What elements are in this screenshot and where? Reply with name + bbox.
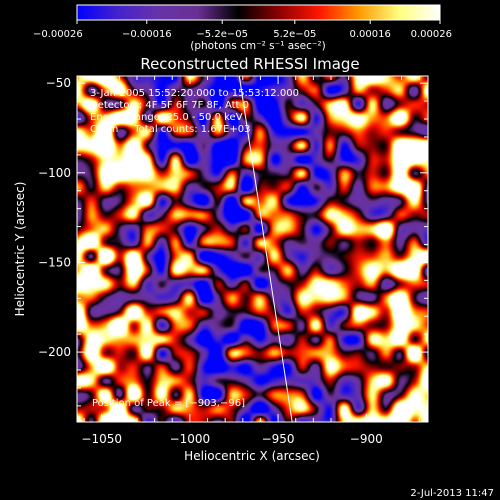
plot-area — [77, 76, 428, 422]
colorbar-tick-label: 0.00016 — [350, 29, 391, 40]
solar-limb-line — [238, 76, 293, 422]
chart-title: Reconstructed RHESSI Image — [140, 55, 359, 73]
x-axis-label: Heliocentric X (arcsec) — [184, 449, 320, 463]
annotation-counts: Clean Total counts: 1.67E+03 — [90, 124, 250, 135]
x-tick-label: −950 — [262, 432, 295, 446]
x-tick-label: −1000 — [170, 432, 211, 446]
heatmap-image — [77, 76, 428, 422]
x-tick-label: −900 — [350, 432, 383, 446]
colorbar-unit-label: (photons cm⁻² s⁻¹ asec⁻²) — [190, 40, 325, 52]
annotation-energy-range: Energy Range: 25.0 - 50.0 keV — [90, 112, 243, 123]
y-tick-label: −200 — [38, 345, 71, 359]
colorbar — [76, 4, 441, 21]
colorbar-tick-label: −5.2e−05 — [196, 29, 248, 40]
y-tick-label: −150 — [38, 255, 71, 269]
colorbar-tick-label: −0.00016 — [122, 29, 172, 40]
y-tick-label: −100 — [38, 166, 71, 180]
plot-frame — [76, 75, 429, 423]
annotation-time-range: 3-Jan-2005 15:52:20.000 to 15:53:12.000 — [90, 88, 299, 99]
colorbar-ticks: −0.00026 −0.00016 −5.2e−05 5.2e−05 0.00016 0.… — [33, 20, 452, 40]
colorbar-tick-label: −0.00026 — [33, 29, 83, 40]
colorbar-tick-label: 0.00026 — [411, 29, 452, 40]
y-axis-label: Heliocentric Y (arcsec) — [13, 182, 27, 317]
x-tick-label: −1050 — [81, 432, 122, 446]
y-tick-label: −50 — [46, 76, 71, 90]
colorbar-tick-label: 5.2e−05 — [273, 29, 316, 40]
annotation-detectors: Detectors: 4F 5F 6F 7F 8F, Att 0 — [90, 100, 249, 111]
peak-position-label: Position of Peak = [−903,−96] — [92, 398, 245, 409]
axis-ticks: −1050 −1000 −950 −900 −50 −100 −150 −200 — [38, 76, 428, 446]
timestamp: 2-Jul-2013 11:47 — [410, 488, 494, 499]
